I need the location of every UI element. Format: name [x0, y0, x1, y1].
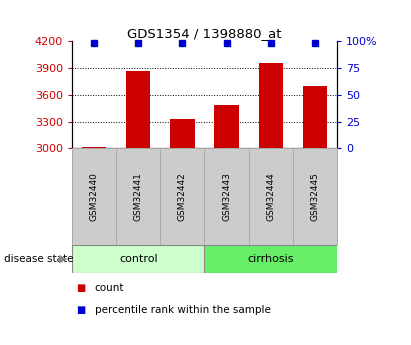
Bar	[170, 119, 194, 148]
Bar	[249, 148, 293, 245]
Text: GSM32444: GSM32444	[266, 172, 275, 221]
Text: GSM32443: GSM32443	[222, 172, 231, 221]
Bar	[303, 86, 327, 148]
Title: GDS1354 / 1398880_at: GDS1354 / 1398880_at	[127, 27, 282, 40]
Bar	[215, 105, 239, 148]
Text: control: control	[119, 254, 157, 264]
Bar	[293, 148, 337, 245]
Text: count: count	[95, 283, 124, 293]
Text: ■: ■	[76, 283, 85, 293]
Text: disease state: disease state	[4, 254, 74, 264]
Bar	[259, 63, 283, 148]
Text: cirrhosis: cirrhosis	[247, 254, 294, 264]
Text: GSM32441: GSM32441	[134, 172, 143, 221]
Bar	[126, 71, 150, 148]
Text: ■: ■	[76, 305, 85, 315]
Text: GSM32442: GSM32442	[178, 172, 187, 221]
Bar	[72, 245, 205, 273]
Text: GSM32445: GSM32445	[310, 172, 319, 221]
Bar	[160, 148, 205, 245]
Bar	[205, 245, 337, 273]
Bar	[116, 148, 160, 245]
Text: GSM32440: GSM32440	[90, 172, 99, 221]
Bar	[205, 148, 249, 245]
Bar	[72, 148, 116, 245]
Text: percentile rank within the sample: percentile rank within the sample	[95, 305, 270, 315]
Bar	[82, 147, 106, 148]
Text: ▶: ▶	[59, 254, 68, 264]
